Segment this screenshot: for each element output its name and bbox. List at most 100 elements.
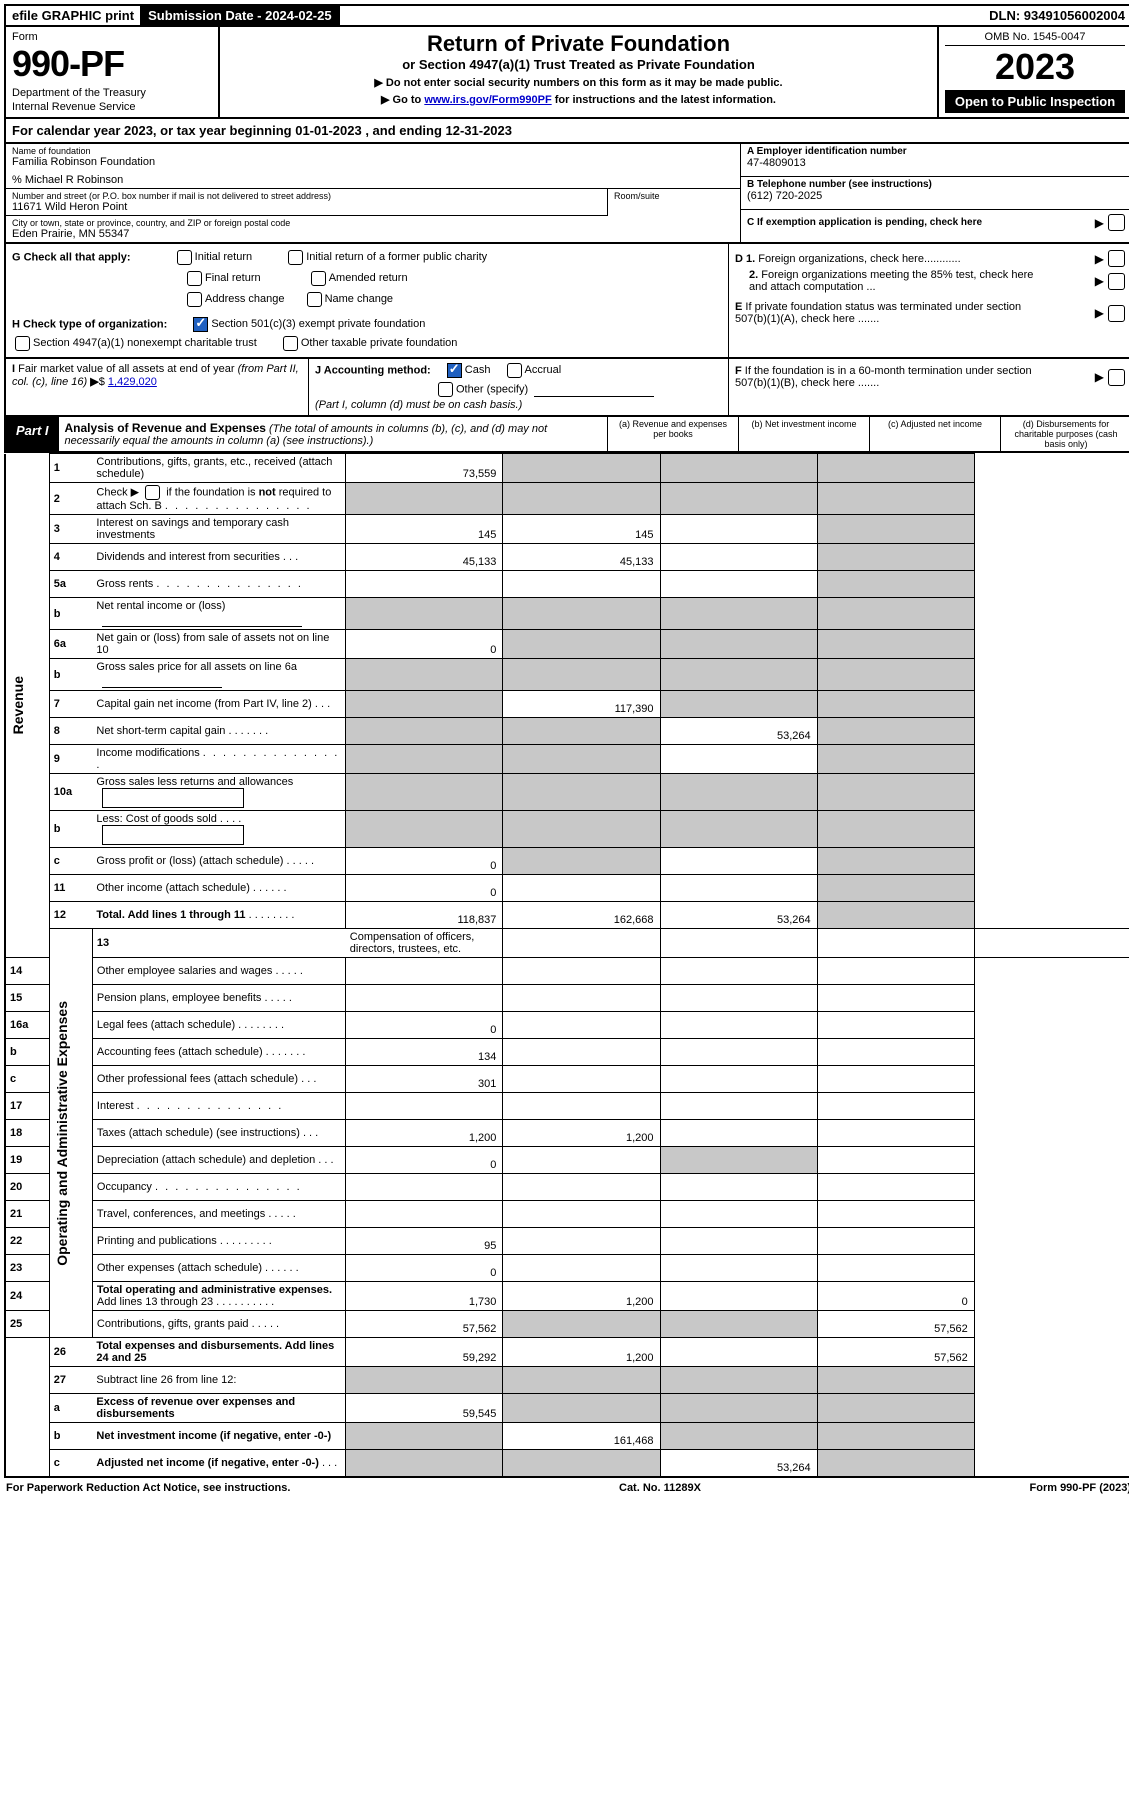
form-label: Form	[12, 31, 212, 43]
form-number: 990-PF	[12, 43, 212, 85]
checkbox-cash[interactable]	[447, 363, 462, 378]
room-suite-cell: Room/suite	[608, 189, 740, 216]
row-27: 27Subtract line 26 from line 12:	[5, 1367, 1129, 1394]
ein-cell: A Employer identification number 47-4809…	[741, 144, 1129, 177]
check-block: G Check all that apply: Initial return I…	[4, 244, 1129, 359]
row-10a: 10aGross sales less returns and allowanc…	[5, 774, 1129, 811]
dln-label: DLN: 93491056002004	[983, 6, 1129, 25]
part1-desc: Analysis of Revenue and Expenses (The to…	[59, 417, 607, 451]
efile-topbar: efile GRAPHIC print Submission Date - 20…	[4, 4, 1129, 27]
row-10c: cGross profit or (loss) (attach schedule…	[5, 848, 1129, 875]
row-3: 3Interest on savings and temporary cash …	[5, 515, 1129, 544]
checkbox-final-return[interactable]	[187, 271, 202, 286]
checkbox-d1[interactable]	[1108, 250, 1125, 267]
row-6b: bGross sales price for all assets on lin…	[5, 659, 1129, 691]
address-row: Number and street (or P.O. box number if…	[6, 189, 740, 216]
g-row3: Address change Name change	[184, 292, 722, 307]
d1-line: D 1. D 1. Foreign organizations, check h…	[735, 250, 1125, 267]
footer-left: For Paperwork Reduction Act Notice, see …	[6, 1482, 290, 1494]
fmv-value[interactable]: 1,429,020	[108, 376, 157, 388]
tax-year: 2023	[945, 46, 1125, 88]
street-address-cell: Number and street (or P.O. box number if…	[6, 189, 608, 216]
checkbox-name-change[interactable]	[307, 292, 322, 307]
row-20: 20Occupancy	[5, 1174, 1129, 1201]
foundation-name-cell: Name of foundation Familia Robinson Foun…	[6, 144, 740, 189]
footer-mid: Cat. No. 11289X	[619, 1482, 701, 1494]
identification-block: Name of foundation Familia Robinson Foun…	[4, 144, 1129, 244]
row-21: 21Travel, conferences, and meetings . . …	[5, 1201, 1129, 1228]
checkbox-addr-change[interactable]	[187, 292, 202, 307]
row-4: 4Dividends and interest from securities …	[5, 544, 1129, 571]
g-row2: Final return Amended return	[184, 271, 722, 286]
checkbox-f[interactable]	[1108, 369, 1125, 386]
phone-cell: B Telephone number (see instructions) (6…	[741, 177, 1129, 210]
row-8: 8Net short-term capital gain . . . . . .…	[5, 718, 1129, 745]
page-footer: For Paperwork Reduction Act Notice, see …	[4, 1478, 1129, 1498]
row-7: 7Capital gain net income (from Part IV, …	[5, 691, 1129, 718]
exemption-pending-cell: C If exemption application is pending, c…	[741, 210, 1129, 242]
ijf-block: I Fair market value of all assets at end…	[4, 359, 1129, 417]
e-line: E If private foundation status was termi…	[735, 301, 1125, 325]
id-left: Name of foundation Familia Robinson Foun…	[6, 144, 740, 242]
d2-line: 2. Foreign organizations meeting the 85%…	[735, 269, 1125, 293]
row-5a: 5aGross rents	[5, 571, 1129, 598]
g-row: G Check all that apply: Initial return I…	[12, 250, 722, 265]
footer-right: Form 990-PF (2023)	[1030, 1482, 1129, 1494]
checkbox-d2[interactable]	[1108, 273, 1125, 290]
submission-date: Submission Date - 2024-02-25	[142, 6, 340, 25]
row-27a: aExcess of revenue over expenses and dis…	[5, 1394, 1129, 1423]
checkbox-accrual[interactable]	[507, 363, 522, 378]
row-24: 24Total operating and administrative exp…	[5, 1282, 1129, 1311]
row-25: 25Contributions, gifts, grants paid . . …	[5, 1311, 1129, 1338]
side-expenses: Operating and Administrative Expenses	[49, 929, 92, 1338]
row-14: 14Other employee salaries and wages . . …	[5, 958, 1129, 985]
row-27b: bNet investment income (if negative, ent…	[5, 1423, 1129, 1450]
row-19: 19Depreciation (attach schedule) and dep…	[5, 1147, 1129, 1174]
omb-number: OMB No. 1545-0047	[945, 31, 1125, 46]
checkbox-4947[interactable]	[15, 336, 30, 351]
row-13: Operating and Administrative Expenses 13…	[5, 929, 1129, 958]
checkbox-initial-return[interactable]	[177, 250, 192, 265]
row-23: 23Other expenses (attach schedule) . . .…	[5, 1255, 1129, 1282]
checkbox-initial-former[interactable]	[288, 250, 303, 265]
gh-left: G Check all that apply: Initial return I…	[6, 244, 728, 357]
row-26: 26Total expenses and disbursements. Add …	[5, 1338, 1129, 1367]
part1-columns: (a) Revenue and expenses per books (b) N…	[607, 417, 1129, 451]
checkbox-other-taxable[interactable]	[283, 336, 298, 351]
row-15: 15Pension plans, employee benefits . . .…	[5, 985, 1129, 1012]
id-right: A Employer identification number 47-4809…	[740, 144, 1129, 242]
row-16b: bAccounting fees (attach schedule) . . .…	[5, 1039, 1129, 1066]
checkbox-e[interactable]	[1108, 305, 1125, 322]
dept-irs: Internal Revenue Service	[12, 101, 212, 113]
row-10b: bLess: Cost of goods sold . . . .	[5, 811, 1129, 848]
row-1: Revenue 1Contributions, gifts, grants, e…	[5, 454, 1129, 483]
row-6a: 6aNet gain or (loss) from sale of assets…	[5, 630, 1129, 659]
col-a-header: (a) Revenue and expenses per books	[607, 417, 738, 451]
checkbox-amended[interactable]	[311, 271, 326, 286]
h-row: H Check type of organization: Section 50…	[12, 317, 722, 332]
row-5b: bNet rental income or (loss)	[5, 598, 1129, 630]
instruction-2: ▶ Go to www.irs.gov/Form990PF for instru…	[226, 93, 931, 106]
de-right: D 1. D 1. Foreign organizations, check h…	[728, 244, 1129, 357]
row-27c: cAdjusted net income (if negative, enter…	[5, 1450, 1129, 1478]
row-9: 9Income modifications	[5, 745, 1129, 774]
checkbox-c[interactable]	[1108, 214, 1125, 231]
col-d-header: (d) Disbursements for charitable purpose…	[1000, 417, 1129, 451]
form-title: Return of Private Foundation	[226, 31, 931, 57]
dept-treasury: Department of the Treasury	[12, 87, 212, 99]
j-accounting: J Accounting method: Cash Accrual Other …	[309, 359, 728, 415]
checkbox-501c3[interactable]	[193, 317, 208, 332]
col-b-header: (b) Net investment income	[738, 417, 869, 451]
row-18: 18Taxes (attach schedule) (see instructi…	[5, 1120, 1129, 1147]
i-fmv: I Fair market value of all assets at end…	[6, 359, 309, 415]
row-16c: cOther professional fees (attach schedul…	[5, 1066, 1129, 1093]
irs-link[interactable]: www.irs.gov/Form990PF	[424, 94, 551, 106]
checkbox-sch-b[interactable]	[145, 485, 160, 500]
open-public-label: Open to Public Inspection	[945, 90, 1125, 113]
row-22: 22Printing and publications . . . . . . …	[5, 1228, 1129, 1255]
checkbox-other-method[interactable]	[438, 382, 453, 397]
part1-label: Part I	[6, 417, 59, 451]
form-header: Form 990-PF Department of the Treasury I…	[4, 27, 1129, 119]
col-c-header: (c) Adjusted net income	[869, 417, 1000, 451]
part1-table: Revenue 1Contributions, gifts, grants, e…	[4, 453, 1129, 1478]
